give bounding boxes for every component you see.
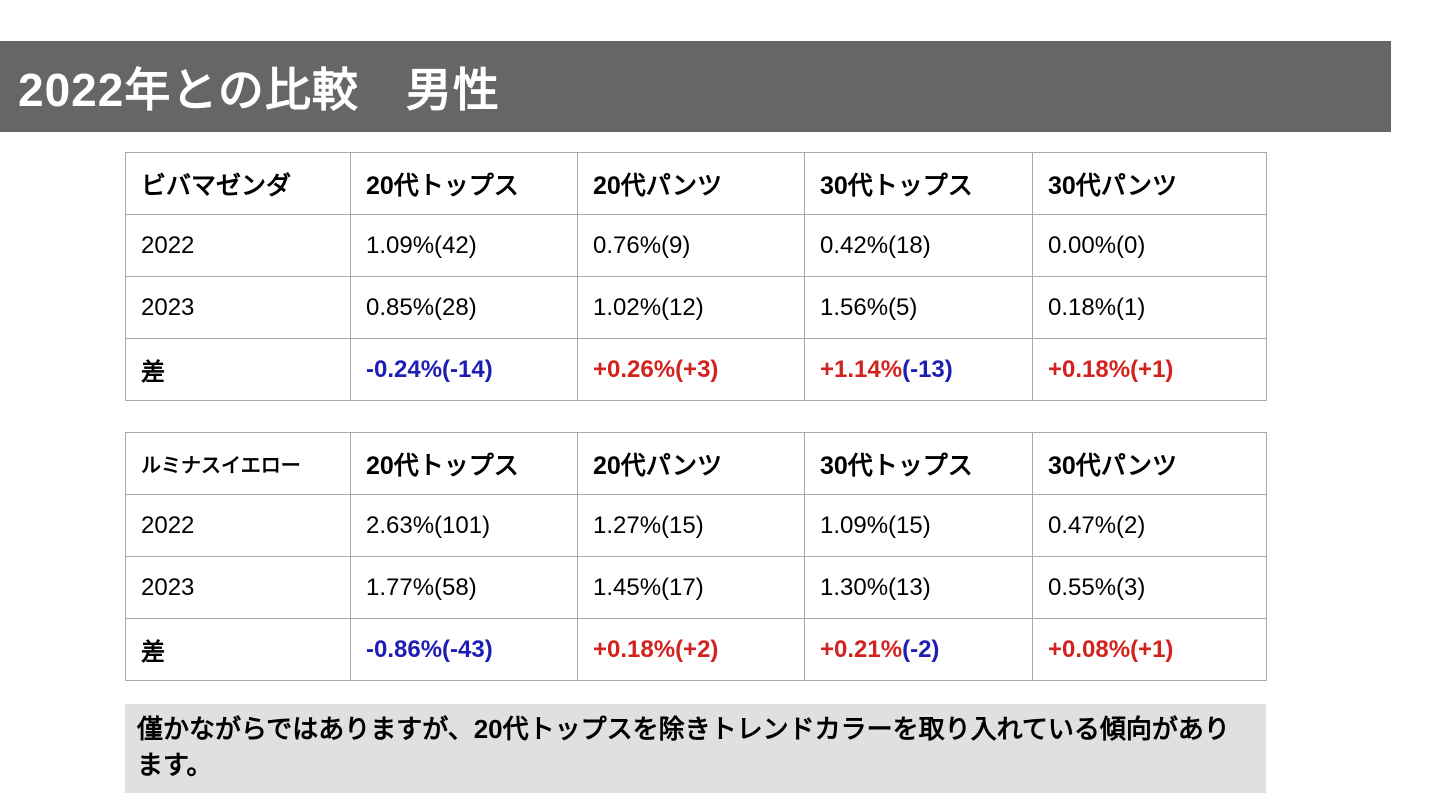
diff-cell: -0.86%(-43) (350, 618, 578, 681)
table-row-2022: 2022 1.09%(42) 0.76%(9) 0.42%(18) 0.00%(… (125, 214, 1267, 277)
slide-title-bar: 2022年との比較 男性 (0, 41, 1391, 132)
data-cell: 0.85%(28) (350, 276, 578, 339)
column-header: 20代パンツ (577, 432, 805, 495)
data-cell: 1.77%(58) (350, 556, 578, 619)
table-row-2023: 2023 1.77%(58) 1.45%(17) 1.30%(13) 0.55%… (125, 556, 1267, 619)
data-cell: 0.00%(0) (1032, 214, 1267, 277)
data-cell: 1.02%(12) (577, 276, 805, 339)
data-cell: 0.18%(1) (1032, 276, 1267, 339)
diff-cell: +0.21%(-2) (804, 618, 1033, 681)
diff-value: +0.18%(+1) (1048, 355, 1174, 383)
diff-cell: +1.14%(-13) (804, 338, 1033, 401)
table-row-2022: 2022 2.63%(101) 1.27%(15) 1.09%(15) 0.47… (125, 494, 1267, 557)
diff-value: +0.26%(+3) (593, 355, 719, 383)
diff-cell: -0.24%(-14) (350, 338, 578, 401)
row-label: 差 (125, 338, 351, 401)
column-header: 20代パンツ (577, 152, 805, 215)
table-row-diff: 差 -0.24%(-14) +0.26%(+3) +1.14%(-13) +0.… (125, 338, 1267, 401)
table-title-cell: ビバマゼンダ (125, 152, 351, 215)
comparison-table-luminous-yellow: ルミナスイエロー 20代トップス 20代パンツ 30代トップス 30代パンツ 2… (125, 432, 1267, 681)
table-row-2023: 2023 0.85%(28) 1.02%(12) 1.56%(5) 0.18%(… (125, 276, 1267, 339)
comparison-table-viva-magenta: ビバマゼンダ 20代トップス 20代パンツ 30代トップス 30代パンツ 202… (125, 152, 1267, 401)
diff-cell: +0.18%(+2) (577, 618, 805, 681)
column-header: 30代パンツ (1032, 432, 1267, 495)
summary-note: 僅かながらではありますが、20代トップスを除きトレンドカラーを取り入れている傾向… (125, 704, 1266, 793)
diff-value: +0.08%(+1) (1048, 635, 1174, 663)
data-cell: 1.45%(17) (577, 556, 805, 619)
column-header: 30代パンツ (1032, 152, 1267, 215)
diff-value: +0.18%(+2) (593, 635, 719, 663)
data-cell: 1.30%(13) (804, 556, 1033, 619)
data-cell: 0.55%(3) (1032, 556, 1267, 619)
diff-value: -0.24%(-14) (366, 355, 493, 383)
column-header: 20代トップス (350, 152, 578, 215)
column-header: 20代トップス (350, 432, 578, 495)
diff-value: +0.21% (820, 635, 903, 663)
diff-cell: +0.18%(+1) (1032, 338, 1267, 401)
data-cell: 1.27%(15) (577, 494, 805, 557)
table-row-diff: 差 -0.86%(-43) +0.18%(+2) +0.21%(-2) +0.0… (125, 618, 1267, 681)
row-label: 2023 (125, 556, 351, 619)
data-cell: 0.42%(18) (804, 214, 1033, 277)
diff-value: (-2) (902, 635, 940, 663)
column-header: 30代トップス (804, 152, 1033, 215)
data-cell: 1.09%(42) (350, 214, 578, 277)
data-cell: 0.76%(9) (577, 214, 805, 277)
table-header-row: ビバマゼンダ 20代トップス 20代パンツ 30代トップス 30代パンツ (125, 152, 1267, 215)
data-cell: 1.56%(5) (804, 276, 1033, 339)
row-label: 2022 (125, 494, 351, 557)
diff-value: -0.86%(-43) (366, 635, 493, 663)
row-label: 2022 (125, 214, 351, 277)
diff-cell: +0.26%(+3) (577, 338, 805, 401)
slide-title: 2022年との比較 男性 (18, 63, 500, 116)
data-cell: 1.09%(15) (804, 494, 1033, 557)
diff-cell: +0.08%(+1) (1032, 618, 1267, 681)
table-title-cell: ルミナスイエロー (125, 432, 351, 495)
diff-value: (-13) (902, 355, 953, 383)
diff-value: +1.14% (820, 355, 903, 383)
column-header: 30代トップス (804, 432, 1033, 495)
data-cell: 0.47%(2) (1032, 494, 1267, 557)
data-cell: 2.63%(101) (350, 494, 578, 557)
table-header-row: ルミナスイエロー 20代トップス 20代パンツ 30代トップス 30代パンツ (125, 432, 1267, 495)
row-label: 差 (125, 618, 351, 681)
row-label: 2023 (125, 276, 351, 339)
